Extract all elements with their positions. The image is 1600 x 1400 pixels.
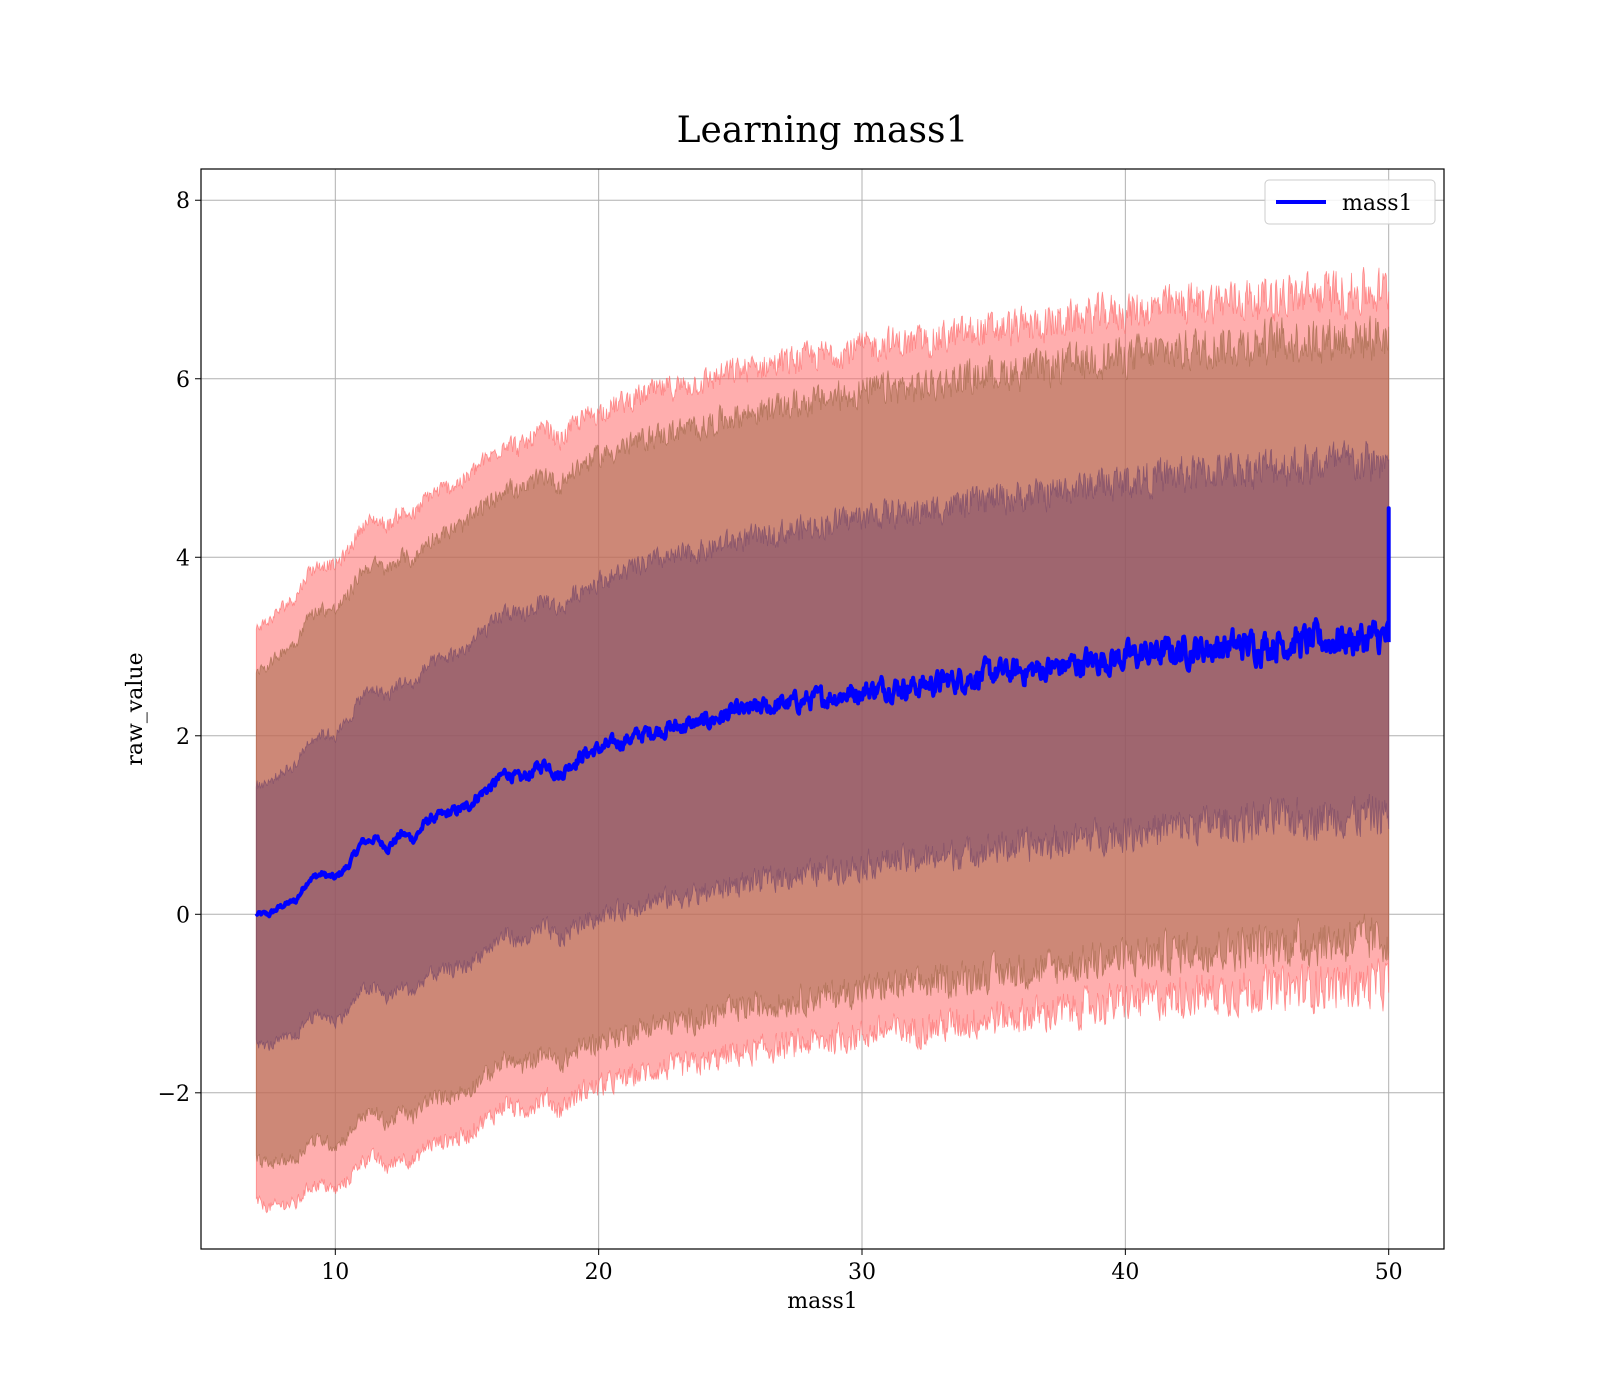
y-tick-label-1: 0 [176,903,190,928]
x-tick-label-1: 20 [585,1260,613,1285]
legend: mass1 [1264,179,1436,225]
x-tick-label-3: 40 [1111,1260,1139,1285]
legend-box [1264,179,1436,225]
x-axis-label: mass1 [787,1289,858,1314]
y-tick-label-3: 4 [176,546,190,571]
x-tick-label-4: 50 [1375,1260,1403,1285]
x-tick-label-2: 30 [848,1260,876,1285]
x-tick-label-0: 10 [321,1260,349,1285]
legend-label: mass1 [1342,191,1413,216]
uncertainty-bands [255,266,1390,1214]
y-axis-label: raw_value [123,652,148,765]
y-tick-label-2: 2 [176,725,190,750]
x-axis-ticks: 10 20 30 40 50 [321,1249,1403,1285]
band-inner [255,440,1390,1051]
plot-frame [200,168,1445,1250]
y-axis-ticks: −2 0 2 4 6 8 [158,189,201,1107]
chart-title: Learning mass1 [677,110,969,151]
series-line-mass1 [254,506,1391,919]
y-tick-label-0: −2 [158,1082,190,1107]
y-tick-label-4: 6 [176,368,190,393]
y-tick-label-5: 8 [176,189,190,214]
series-lines [254,506,1391,919]
